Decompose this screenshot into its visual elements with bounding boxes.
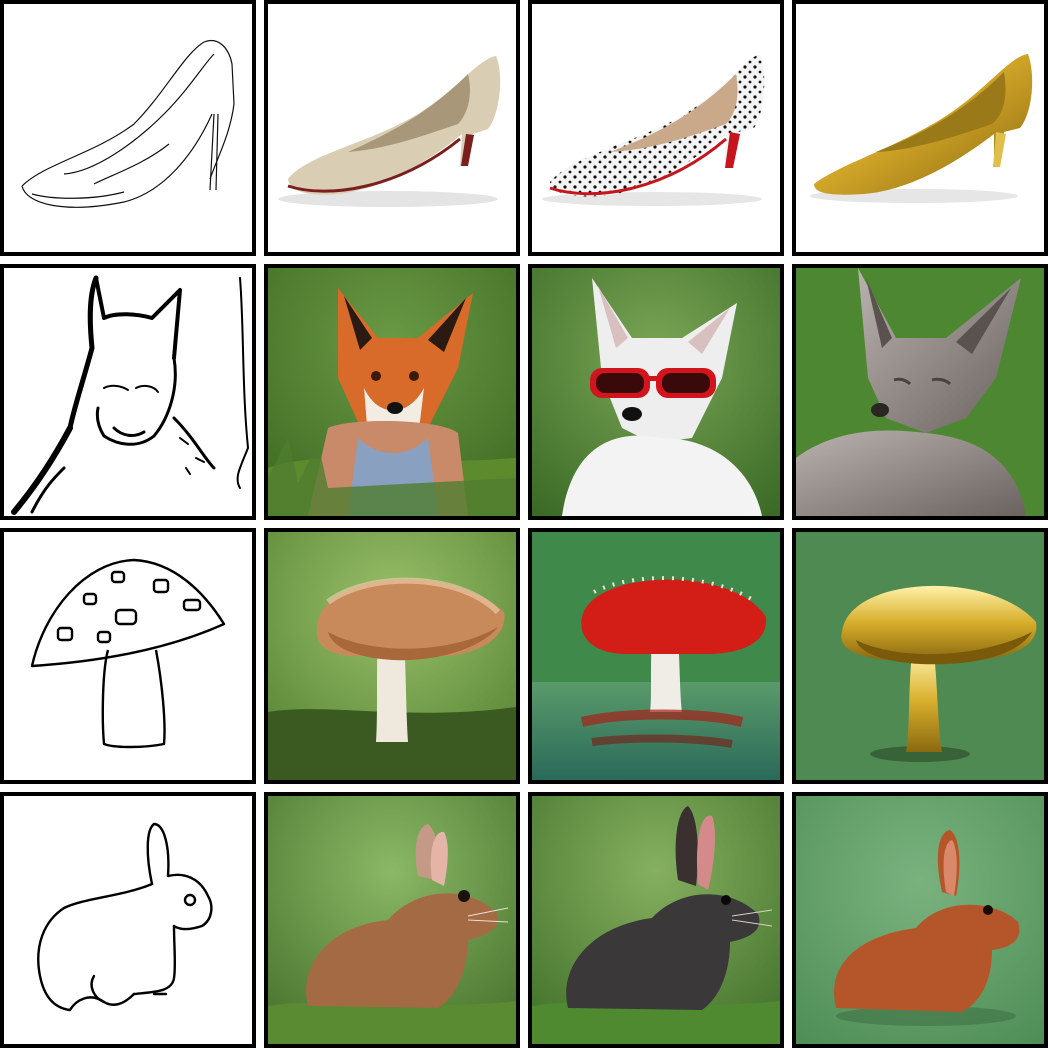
gold-mushroom-cell <box>792 528 1048 784</box>
white-fox-sunglasses-icon <box>532 268 780 516</box>
brown-rabbit-icon <box>268 796 516 1044</box>
felt-rabbit-icon <box>796 796 1044 1044</box>
white-fox-sunglasses-cell <box>528 264 784 520</box>
felt-rabbit-cell <box>792 792 1048 1048</box>
beige-shoe-cell <box>264 0 520 256</box>
shoe-sketch-cell <box>0 0 256 256</box>
fox-statue-cell <box>792 264 1048 520</box>
brown-mushroom-cell <box>264 528 520 784</box>
red-mushroom-water-icon <box>532 532 780 780</box>
gold-shoe-cell <box>792 0 1048 256</box>
fox-sketch-icon <box>11 275 249 515</box>
red-fox-icon <box>268 268 516 516</box>
fox-statue-icon <box>796 268 1044 516</box>
shoe-sketch-icon <box>21 40 235 208</box>
beige-shoe-icon <box>268 4 516 252</box>
polka-dot-shoe-icon <box>532 4 780 252</box>
red-mushroom-water-cell <box>528 528 784 784</box>
rabbit-sketch-icon <box>37 822 213 1012</box>
mushroom-sketch-cell <box>0 528 256 784</box>
gold-shoe-icon <box>796 4 1044 252</box>
gold-mushroom-icon <box>796 532 1044 780</box>
black-rabbit-icon <box>532 796 780 1044</box>
brown-rabbit-cell <box>264 792 520 1048</box>
black-rabbit-cell <box>528 792 784 1048</box>
brown-mushroom-icon <box>268 532 516 780</box>
polka-dot-shoe-cell <box>528 0 784 256</box>
fox-sketch-cell <box>0 264 256 520</box>
red-fox-cell <box>264 264 520 520</box>
rabbit-sketch-cell <box>0 792 256 1048</box>
mushroom-sketch-icon <box>30 558 226 749</box>
